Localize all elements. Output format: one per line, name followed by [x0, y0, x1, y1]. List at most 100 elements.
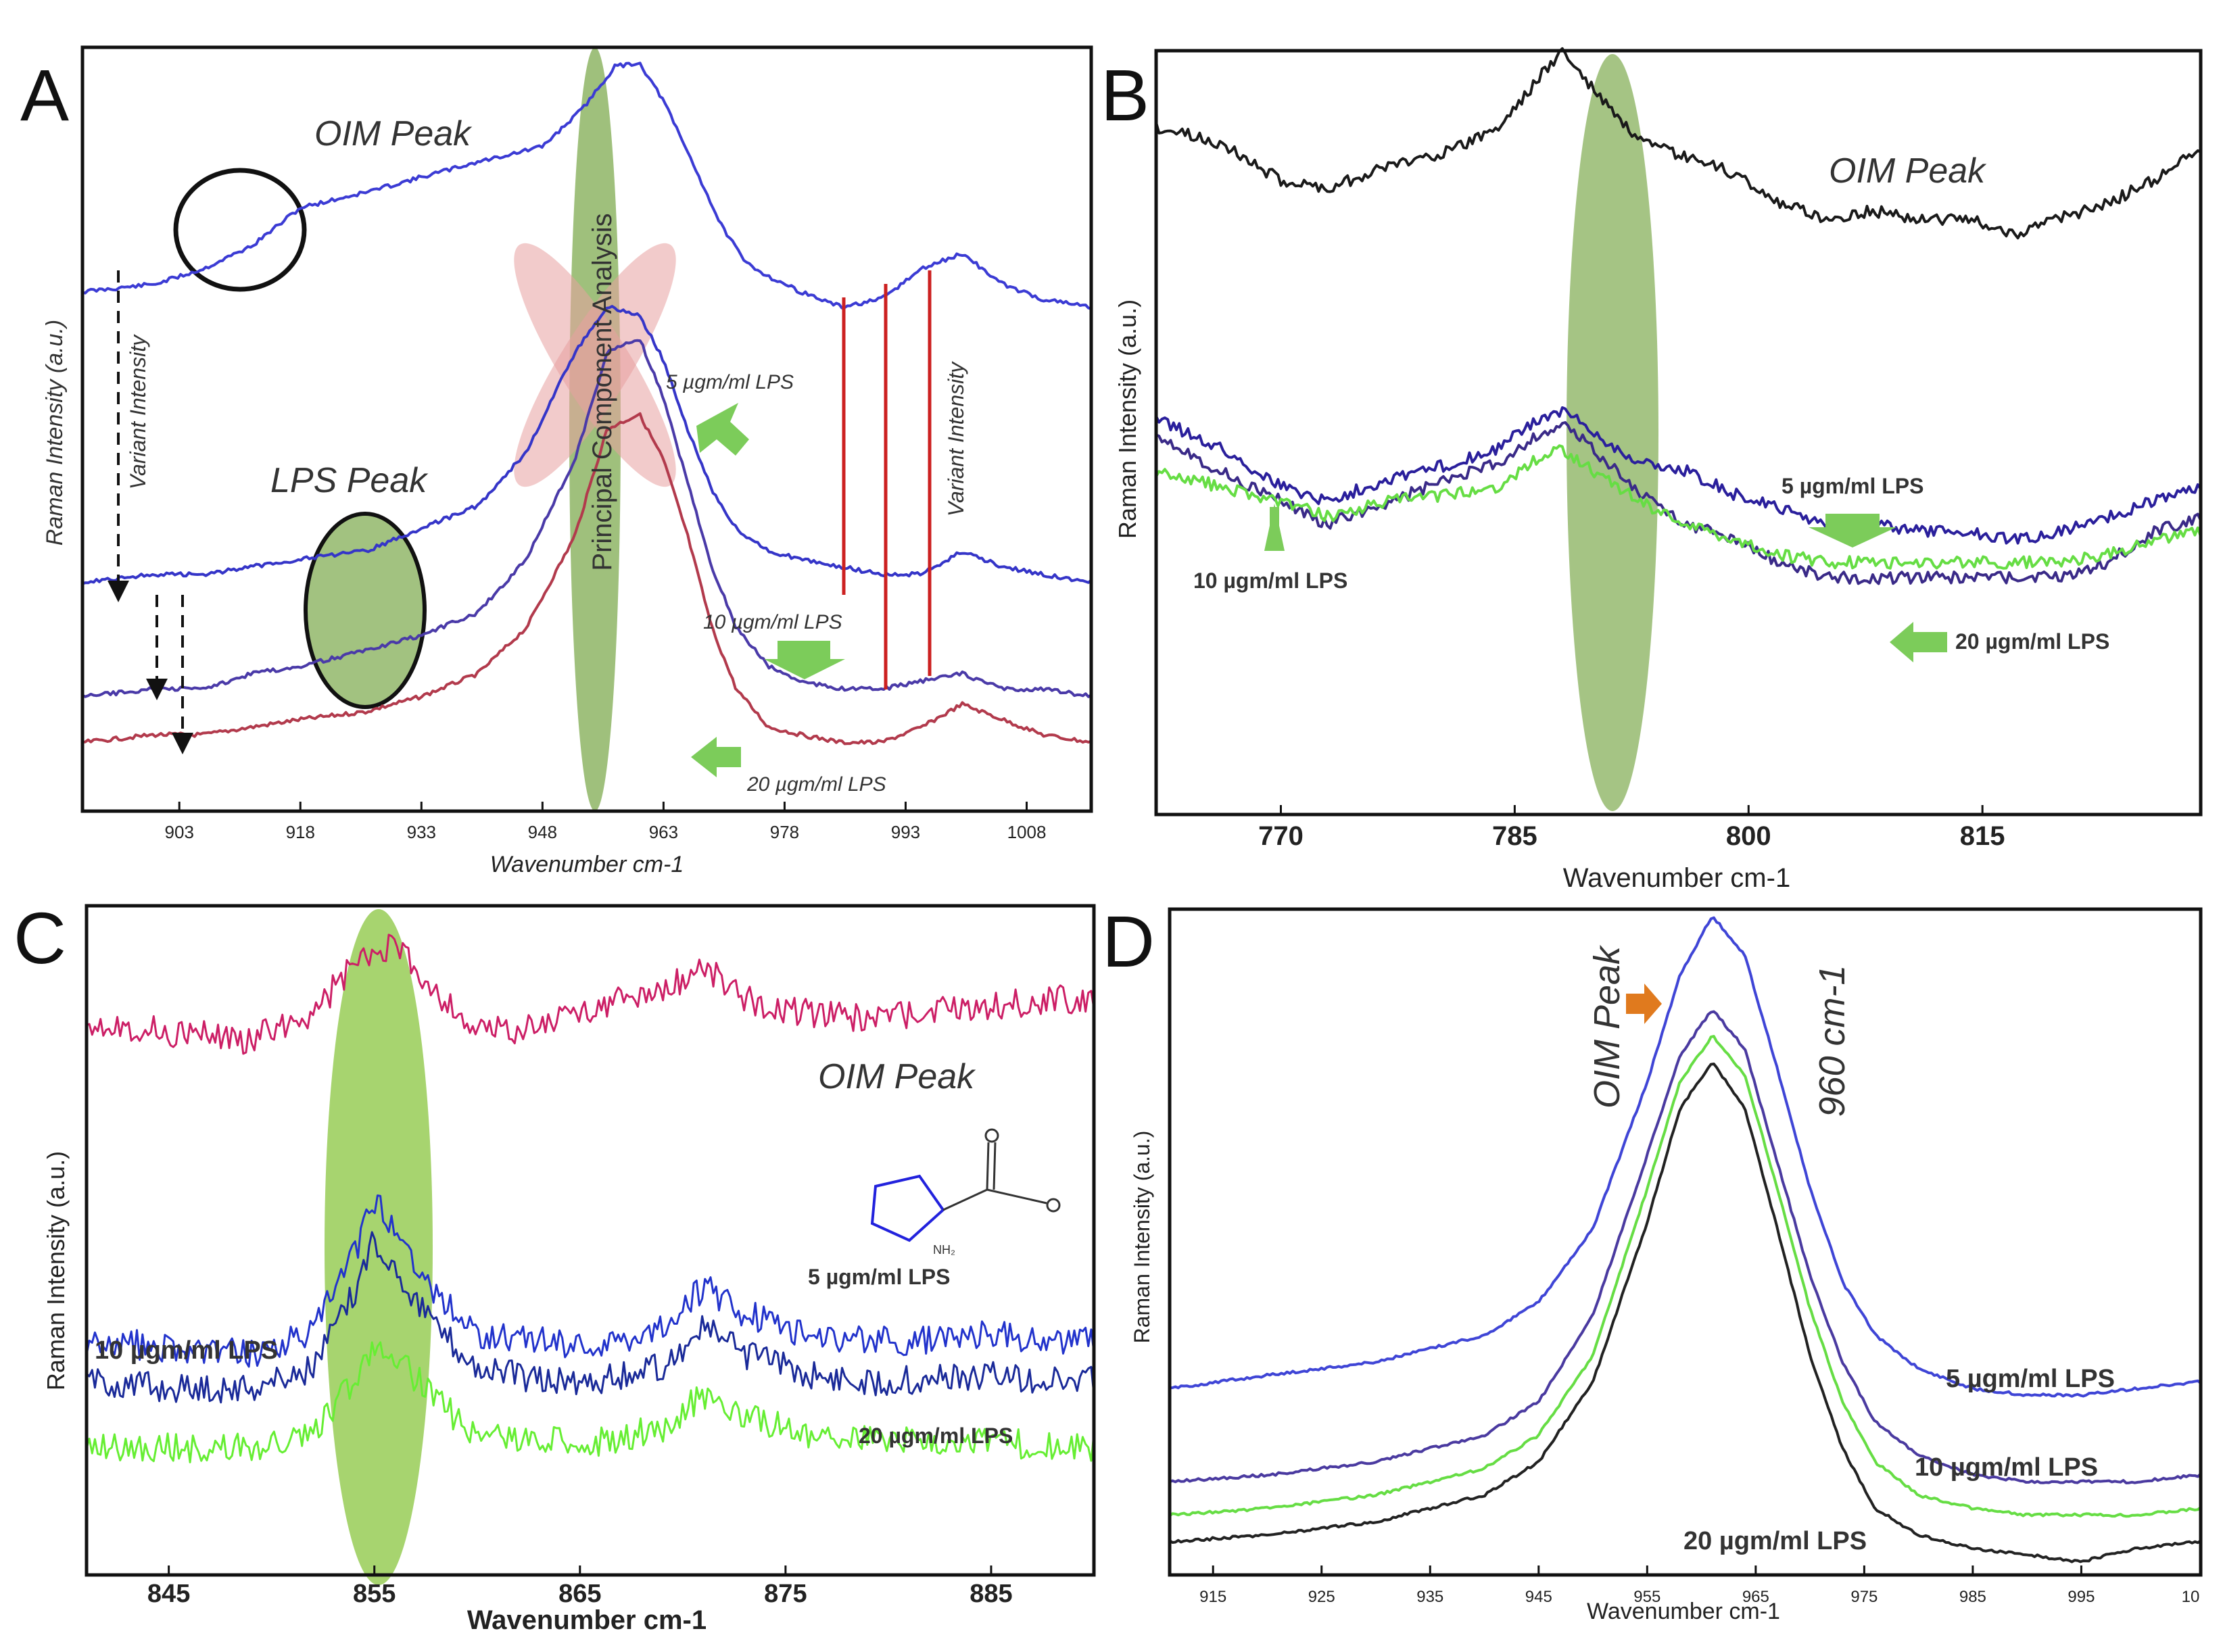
panel-a-tick-label-6: 993 — [891, 822, 920, 842]
panel-d-lab-20: 20 µgm/ml LPS — [1683, 1527, 1867, 1555]
panel-a-series-3 — [82, 412, 1092, 746]
panel-c-lab-10: 10 µgm/ml LPS — [95, 1336, 278, 1365]
panel-d-ticks: 915 925 935 945 955 965 975 985 995 — [1199, 1565, 2095, 1606]
panel-a-label: A — [20, 54, 69, 136]
panel-b-series-1 — [1155, 406, 2202, 545]
panel-d-tick-label-2: 935 — [1416, 1588, 1443, 1606]
panel-a-lab-10: 10 µgm/ml LPS — [703, 611, 842, 633]
panel-d-tick-label-5: 965 — [1742, 1588, 1769, 1606]
panel-c-series-2 — [85, 1231, 1095, 1404]
panel-a-variant-right: Variant Intensity — [944, 361, 968, 516]
panel-d-series-2 — [1168, 1035, 2202, 1518]
panel-d-edge-tick: 10 — [2182, 1588, 2200, 1606]
panel-c-lab-20: 20 µgm/ml LPS — [859, 1424, 1013, 1448]
panel-b-tick-label-0: 770 — [1258, 821, 1304, 851]
panel-b-arrow-20 — [1890, 622, 1947, 662]
panel-d-frame — [1168, 907, 2203, 1577]
panel-d: D OIM Peak 960 cm-1 5 µgm/ml LPS 10 µgm/… — [1102, 900, 2203, 1624]
panel-d-tick-label-7: 985 — [1959, 1588, 1986, 1606]
proline-structure: NH₂ — [870, 1128, 1061, 1257]
panel-b-frame — [1154, 49, 2203, 817]
panel-a-series-1 — [82, 305, 1093, 585]
panel-c-oim-peak-label: OIM Peak — [818, 1057, 976, 1096]
panel-a-xlabel: Wavenumber cm-1 — [490, 852, 684, 877]
panel-a-series — [82, 62, 1093, 746]
panel-c-plot-bg — [87, 906, 1094, 1575]
panel-d-tick-label-8: 995 — [2067, 1588, 2095, 1606]
panel-c-series-1 — [85, 1194, 1095, 1368]
panel-b-ticks: 770 785 800 815 — [1258, 805, 2005, 851]
panel-d-tick-label-6: 975 — [1850, 1588, 1878, 1606]
panel-d-series-3 — [1168, 1063, 2202, 1563]
panel-a-ticks: 903 918 933 948 963 978 993 1008 — [165, 802, 1047, 842]
panel-c-tick-label-2: 865 — [558, 1580, 601, 1608]
panel-b-series — [1155, 47, 2202, 585]
panel-b-oim-peak-label: OIM Peak — [1829, 151, 1987, 191]
panel-b-lab-10: 10 µgm/ml LPS — [1193, 568, 1347, 593]
panel-d-tick-label-1: 925 — [1308, 1588, 1335, 1606]
panel-a-tick-label-7: 1008 — [1007, 822, 1047, 842]
panel-a-oim-circle — [173, 168, 307, 292]
panel-a-pca-label: Principal Component Analysis — [588, 213, 617, 570]
panel-c-xlabel: Wavenumber cm-1 — [467, 1605, 707, 1635]
panel-a-lps-peak-label: LPS Peak — [270, 461, 429, 500]
panel-a-oim-peak-label: OIM Peak — [314, 114, 473, 153]
panel-d-orange-arrow — [1626, 983, 1662, 1024]
panel-a-arrow-20 — [691, 737, 741, 777]
panel-a-lab-20: 20 µgm/ml LPS — [746, 773, 886, 796]
panel-a-green-highlight — [569, 47, 621, 811]
panel-a-tick-label-1: 918 — [286, 822, 315, 842]
panel-b-series-2 — [1155, 421, 2202, 585]
panel-a-frame — [80, 45, 1093, 813]
panel-d-plot-bg — [1170, 909, 2201, 1575]
panel-c-series — [85, 933, 1095, 1463]
panel-b: B OIM Peak 5 µgm/ml LPS 10 µgm/ml LPS 20… — [1101, 47, 2203, 893]
panel-c-series-3 — [85, 1341, 1095, 1463]
panel-d-peak-value: 960 cm-1 — [1812, 965, 1853, 1117]
panel-d-series-0 — [1169, 916, 2202, 1398]
panel-b-lab-5: 5 µgm/ml LPS — [1782, 474, 1923, 498]
panel-a-lab-5: 5 µgm/ml LPS — [666, 371, 794, 393]
panel-c-frame — [85, 904, 1096, 1577]
panel-d-oim-peak-label: OIM Peak — [1587, 944, 1627, 1109]
panel-d-series — [1168, 916, 2202, 1563]
panel-c-green-highlight — [325, 909, 433, 1585]
panel-c-tick-label-4: 885 — [970, 1580, 1012, 1608]
panel-c-tick-label-0: 845 — [147, 1580, 190, 1608]
panel-b-lab-20: 20 µgm/ml LPS — [1955, 629, 2109, 654]
panel-a-variant-left: Variant Intensity — [126, 334, 150, 489]
panel-d-ylabel: Raman Intensity (a.u.) — [1130, 1131, 1154, 1344]
panel-c-series-0 — [86, 933, 1095, 1055]
panel-b-plot-bg — [1156, 51, 2201, 815]
panel-d-lab-5: 5 µgm/ml LPS — [1946, 1365, 2115, 1393]
panel-a-tick-label-4: 963 — [649, 822, 678, 842]
panel-a: A OIM Peak LPS Peak Principal Component … — [20, 45, 1093, 877]
panel-a-tick-label-5: 978 — [770, 822, 799, 842]
panel-d-tick-label-3: 945 — [1525, 1588, 1552, 1606]
panel-a-ylabel: Raman Intensity (a.u.) — [42, 320, 68, 545]
panel-c: C NH₂ OIM Peak 5 µgm/ml LPS 10 µgm/ml LP… — [14, 897, 1096, 1635]
panel-d-label: D — [1102, 900, 1155, 982]
panel-a-series-0 — [82, 62, 1092, 310]
panel-a-lps-circle — [304, 512, 427, 709]
panel-a-tick-label-2: 933 — [407, 822, 436, 842]
panel-d-xlabel: Wavenumber cm-1 — [1587, 1599, 1780, 1624]
panel-b-series-0 — [1155, 47, 2201, 240]
panel-b-label: B — [1101, 54, 1149, 136]
panel-c-ylabel: Raman Intensity (a.u.) — [42, 1151, 70, 1390]
panel-b-green-highlight — [1567, 54, 1658, 811]
panel-a-tick-label-0: 903 — [165, 822, 194, 842]
panel-d-lab-10: 10 µgm/ml LPS — [1915, 1453, 2098, 1482]
panel-a-tick-label-3: 948 — [528, 822, 557, 842]
panel-a-series-2 — [82, 339, 1093, 698]
panel-b-arrow-10-shaft — [1270, 507, 1279, 551]
panel-c-ticks: 845 855 865 875 885 — [147, 1565, 1013, 1608]
panel-d-series-1 — [1169, 1010, 2202, 1484]
panel-c-label: C — [14, 897, 66, 979]
panel-c-lab-5: 5 µgm/ml LPS — [808, 1265, 950, 1289]
panel-a-arrow-10 — [764, 641, 845, 679]
panel-c-tick-label-1: 855 — [353, 1580, 396, 1608]
panel-b-tick-label-3: 815 — [1960, 821, 2005, 851]
panel-b-tick-label-1: 785 — [1492, 821, 1537, 851]
